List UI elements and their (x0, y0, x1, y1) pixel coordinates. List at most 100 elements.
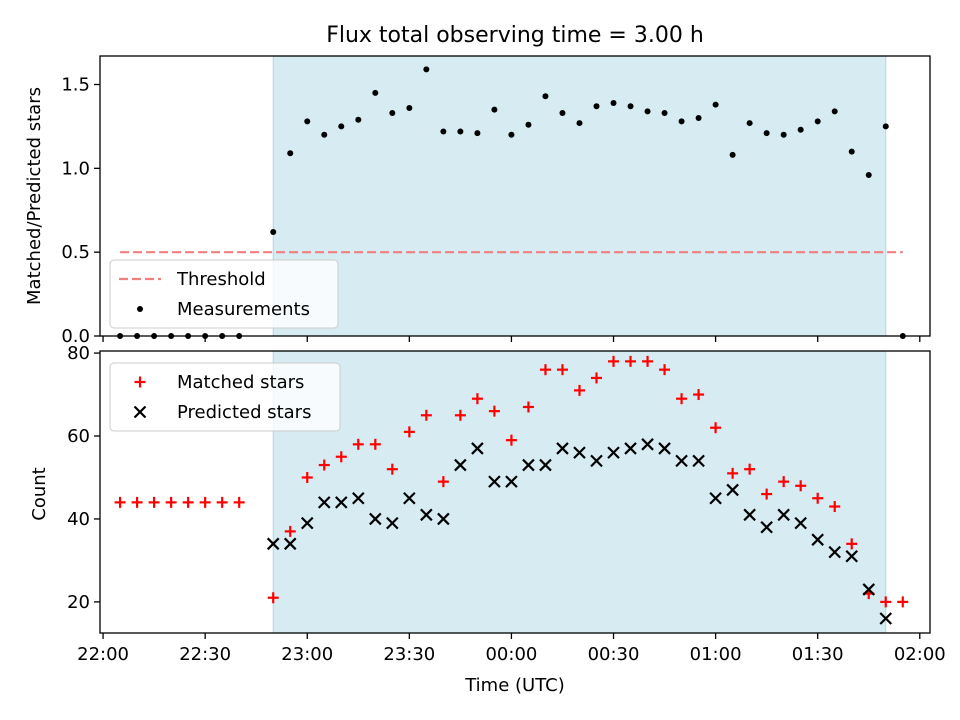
matched-star-point (727, 467, 739, 479)
measurement-point (372, 89, 379, 96)
y-tick-label: 1.0 (61, 158, 90, 179)
predicted-star-point (300, 516, 314, 530)
predicted-star-point (658, 442, 671, 455)
measurement-point (882, 123, 889, 130)
matched-star-point (437, 476, 449, 488)
measurement-point (576, 120, 583, 127)
x-tick-label: 02:00 (894, 644, 946, 665)
predicted-star-point (556, 442, 569, 455)
x-tick-label: 00:00 (485, 644, 537, 665)
legend-predicted-handle-b (133, 405, 147, 419)
predicted-star-point (828, 545, 841, 559)
y-tick-label: 0.5 (61, 242, 90, 263)
measurement-point (780, 131, 787, 138)
predicted-star-point (743, 508, 756, 522)
measurement-point (542, 93, 549, 100)
matched-star-point (454, 409, 466, 421)
measurement-point (678, 118, 685, 125)
measurement-point (491, 106, 498, 113)
matched-star-point (625, 355, 637, 367)
measurement-point (457, 128, 464, 135)
predicted-star-point (369, 512, 382, 526)
legend-label: Matched stars (177, 372, 304, 393)
count-panel: 20 40 60 80 22:00 22:30 23:00 23:30 00:00 00:30 01… (67, 343, 946, 665)
matched-star-point (778, 476, 790, 488)
predicted-star-point (437, 512, 450, 526)
matched-star-point (556, 364, 568, 376)
matched-star-point (608, 355, 620, 367)
matched-star-point (488, 405, 500, 417)
matched-star-point (267, 592, 279, 604)
predicted-star-point (862, 583, 876, 596)
ratio-panel: 0.0 0.5 1.0 1.5 Threshold Measurements (61, 55, 931, 347)
legend-box (109, 362, 341, 432)
matched-star-point (182, 496, 194, 508)
x-tick-label: 23:00 (281, 644, 333, 665)
predicted-star-point (624, 442, 637, 455)
predicted-star-point (709, 491, 722, 505)
x-tick-label: 00:30 (588, 644, 640, 665)
matched-star-point (761, 488, 773, 500)
measurement-point (474, 130, 481, 137)
predicted-star-point (283, 537, 297, 551)
predicted-star-point (607, 446, 620, 459)
measurement-point (508, 131, 515, 138)
top-y-axis-label: Matched/Predicted stars (24, 87, 45, 305)
measurement-point (321, 131, 328, 138)
predicted-star-point (845, 550, 859, 563)
chart-title: Flux total observing time = 3.00 h (326, 23, 704, 48)
measurement-point (593, 103, 600, 110)
x-tick-label: 01:00 (690, 644, 742, 665)
measurement-point (712, 101, 719, 108)
y-tick-label: 80 (67, 343, 90, 364)
predicted-star-point (777, 508, 790, 522)
bottom-y-axis-label: Count (29, 467, 50, 520)
measurement-point (848, 148, 855, 155)
matched-star-point (539, 364, 551, 376)
matched-star-point (471, 393, 483, 405)
predicted-star-point (317, 496, 331, 509)
predicted-star-point (590, 454, 603, 468)
y-tick-label: 40 (67, 509, 90, 530)
axes-frame (99, 55, 931, 337)
measurement-point (440, 128, 447, 135)
legend-measurement-handle (137, 306, 143, 312)
predicted-star-point (675, 454, 688, 468)
matched-star-point (165, 496, 177, 508)
matched-star-point (233, 496, 245, 508)
axes-frame (99, 350, 931, 634)
matched-star-point (812, 492, 824, 504)
measurement-point (423, 66, 430, 73)
y-tick-label: 1.5 (61, 75, 90, 96)
predicted-star-point (403, 491, 416, 505)
predicted-star-point (641, 438, 654, 451)
matched-star-point (199, 496, 211, 508)
predicted-star-point (266, 537, 280, 551)
observing-window (272, 350, 887, 634)
y-tick-label: 20 (67, 592, 90, 613)
matched-star-point (386, 463, 398, 475)
x-tick-label: 23:30 (383, 644, 435, 665)
predicted-star-point (386, 516, 399, 530)
measurement-point (814, 118, 821, 125)
measurement-point (644, 108, 651, 115)
measurement-point (610, 99, 617, 106)
y-tick-label: 0.0 (61, 326, 90, 347)
matched-star-point (318, 459, 330, 471)
matched-star-point (795, 480, 807, 492)
matched-star-point (573, 384, 585, 396)
matched-star-point (829, 501, 841, 513)
matched-star-point (676, 393, 688, 405)
legend-label: Measurements (177, 299, 310, 320)
matched-star-point (522, 401, 534, 413)
matched-star-point (284, 525, 296, 537)
predicted-star-point (471, 442, 484, 455)
matched-star-point (335, 451, 347, 463)
matched-star-point (505, 434, 517, 446)
measurement-point (389, 110, 396, 117)
matched-star-point (880, 596, 892, 608)
matched-star-point (216, 496, 228, 508)
measurement-point (559, 110, 566, 117)
measurement-point (406, 104, 413, 111)
